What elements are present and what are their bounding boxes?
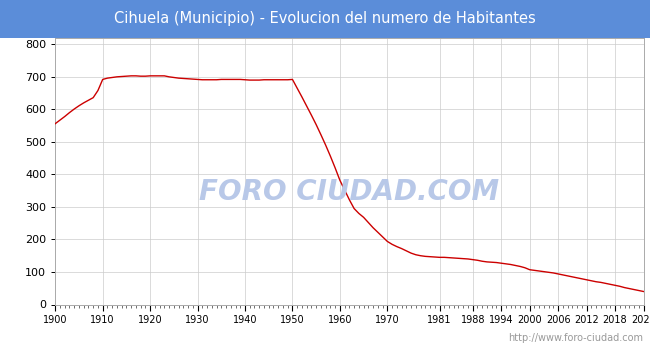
Text: Cihuela (Municipio) - Evolucion del numero de Habitantes: Cihuela (Municipio) - Evolucion del nume… bbox=[114, 12, 536, 26]
Text: FORO CIUDAD.COM: FORO CIUDAD.COM bbox=[200, 178, 499, 206]
Text: http://www.foro-ciudad.com: http://www.foro-ciudad.com bbox=[508, 333, 644, 343]
